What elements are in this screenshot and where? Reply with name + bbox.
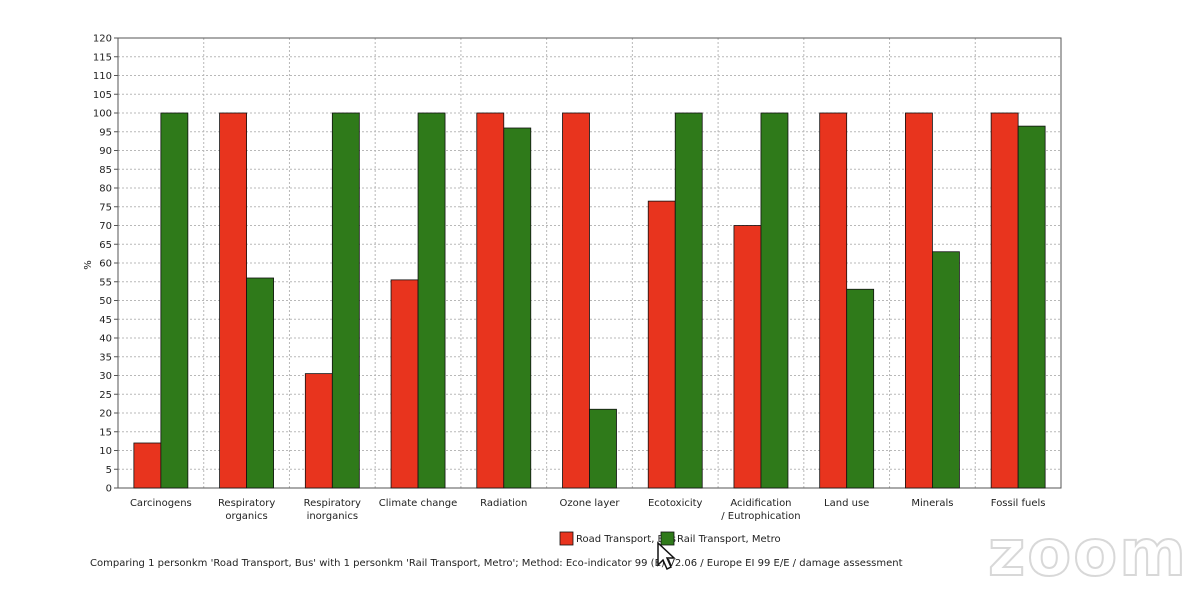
legend-label-rail-metro: Rail Transport, Metro — [677, 534, 781, 545]
y-tick-label: 95 — [99, 127, 112, 138]
bar-rail-metro — [846, 288, 875, 489]
y-tick-label: 65 — [99, 240, 112, 251]
y-tick-label: 40 — [99, 334, 112, 345]
y-tick-label: 55 — [99, 277, 112, 288]
y-tick-label: 0 — [106, 484, 112, 495]
x-tick-label: Ozone layer — [560, 498, 621, 509]
x-tick-label: Acidification / Eutrophication — [721, 498, 800, 522]
y-tick-label: 60 — [99, 259, 112, 270]
bar-rail-metro — [674, 112, 703, 489]
bar-rail-metro — [331, 112, 360, 489]
x-tick-label: Respiratory inorganics — [304, 498, 361, 522]
y-tick-label: 10 — [99, 446, 112, 457]
y-tick-label: 100 — [93, 109, 112, 120]
x-tick-label: Ecotoxicity — [648, 498, 703, 509]
bar-road-bus — [219, 112, 247, 489]
y-axis-label: % — [83, 260, 94, 270]
bar-road-bus — [819, 112, 848, 489]
bar-rail-metro — [760, 112, 789, 489]
y-tick-label: 115 — [93, 52, 112, 63]
bar-road-bus — [990, 112, 1019, 489]
bar-road-bus — [304, 373, 333, 489]
y-tick-label: 35 — [99, 352, 112, 363]
bar-rail-metro — [160, 112, 189, 489]
bar-road-bus — [133, 442, 162, 489]
x-tick-label: Carcinogens — [130, 498, 192, 509]
y-tick-label: 105 — [93, 90, 112, 101]
bar-road-bus — [647, 200, 676, 489]
y-axis: 0 5 10 15 20 25 30 35 40 45 50 55 60 65 70 75 80 85 90 95 10… — [93, 34, 118, 495]
y-tick-label: 5 — [106, 465, 112, 476]
bar-road-bus — [476, 112, 505, 489]
mouse-pointer-icon — [657, 541, 676, 571]
bar-rail-metro — [932, 251, 960, 489]
grid — [117, 37, 1062, 489]
bar-rail-metro — [503, 127, 532, 489]
x-tick-label: Minerals — [911, 498, 953, 509]
y-tick-label: 85 — [99, 165, 112, 176]
zoom-watermark: zoom — [987, 517, 1188, 591]
bar-rail-metro — [589, 408, 617, 489]
y-tick-label: 25 — [99, 390, 112, 401]
y-tick-label: 110 — [93, 71, 112, 82]
caption: Comparing 1 personkm 'Road Transport, Bu… — [90, 558, 903, 569]
y-tick-label: 90 — [99, 146, 112, 157]
bar-road-bus — [905, 112, 933, 489]
x-axis: Carcinogens Respiratory organics Respirator… — [130, 498, 1046, 522]
y-tick-label: 20 — [99, 409, 112, 420]
x-tick-label: Radiation — [480, 498, 527, 509]
bar-road-bus — [733, 225, 762, 489]
y-tick-label: 15 — [99, 427, 112, 438]
x-tick-label: Land use — [824, 498, 869, 509]
y-tick-label: 45 — [99, 315, 112, 326]
y-tick-label: 75 — [99, 202, 112, 213]
x-tick-label: Fossil fuels — [991, 498, 1046, 509]
legend: Road Transport, Bus Rail Transport, Metro — [559, 531, 781, 546]
bar-rail-metro — [246, 277, 274, 489]
y-tick-label: 80 — [99, 184, 112, 195]
y-tick-label: 50 — [99, 296, 112, 307]
bar-road-bus — [562, 112, 590, 489]
x-tick-label: Climate change — [379, 498, 457, 509]
bar-rail-metro — [1017, 125, 1046, 489]
bar-rail-metro — [417, 112, 446, 489]
legend-swatch-rail-metro — [660, 531, 675, 546]
y-tick-label: 30 — [99, 371, 112, 382]
legend-label-road-bus: Road Transport, Bus — [576, 534, 676, 545]
y-tick-label: 120 — [93, 34, 112, 45]
bars — [133, 112, 1046, 489]
bar-road-bus — [390, 279, 419, 489]
legend-swatch-road-bus — [559, 531, 574, 546]
y-tick-label: 70 — [99, 221, 112, 232]
x-tick-label: Respiratory organics — [218, 498, 275, 522]
